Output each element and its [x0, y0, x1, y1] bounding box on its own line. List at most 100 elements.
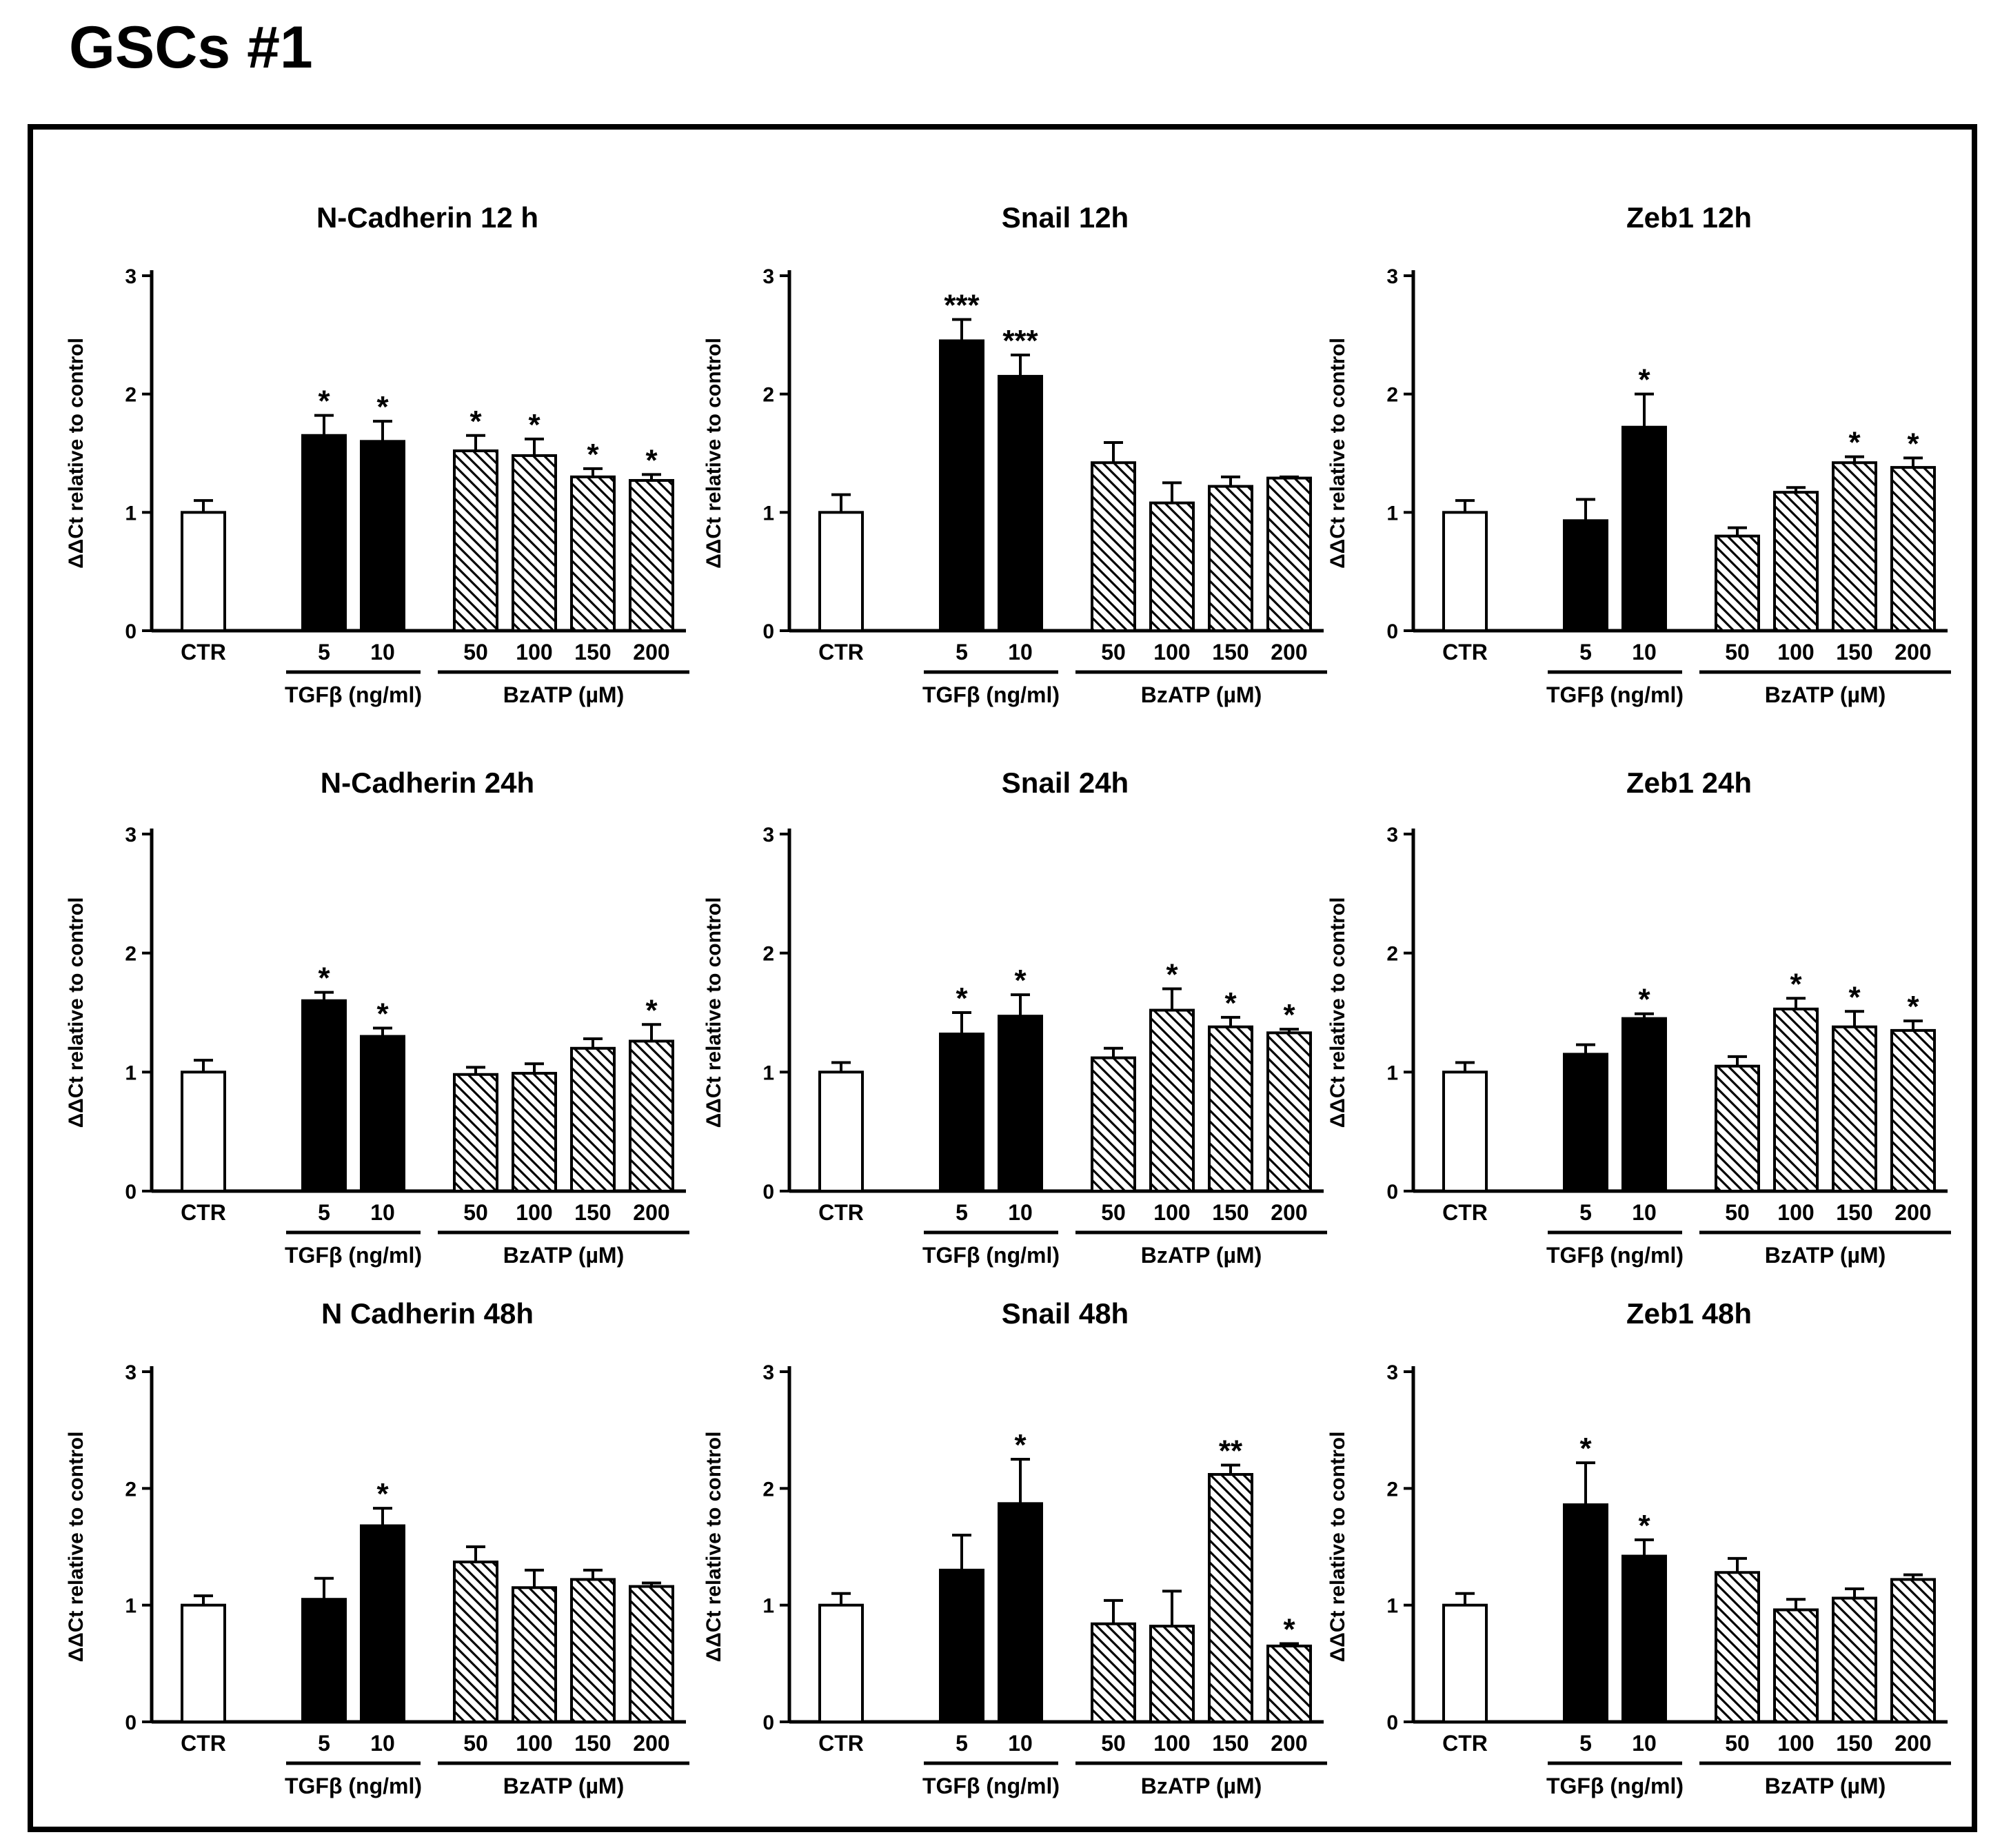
- bar-CTR: [181, 1603, 226, 1724]
- bar-200: [1890, 1028, 1936, 1193]
- x-tick-label: 100: [1777, 640, 1814, 664]
- significance-marker: *: [1014, 1428, 1027, 1462]
- bar-200: [1890, 466, 1936, 632]
- bar-5: [939, 339, 984, 632]
- bar-5: [301, 1598, 347, 1723]
- group-label: BzATP (µM): [1765, 682, 1886, 707]
- significance-marker: *: [1166, 957, 1178, 991]
- y-tick-label: 0: [1386, 1712, 1398, 1734]
- x-tick-label: 150: [1836, 1200, 1872, 1225]
- bar-10: [360, 1035, 405, 1192]
- y-axis-label: ΔΔCt relative to control: [65, 1432, 88, 1663]
- y-axis-label: ΔΔCt relative to control: [703, 338, 725, 569]
- chart-panel-6: Zeb1 24h ΔΔCt relative to control 0 1 2 3 CTR 5…: [1326, 766, 1951, 1268]
- x-tick-label: 200: [633, 1200, 669, 1225]
- bar-CTR: [1442, 1070, 1488, 1193]
- y-tick-label: 2: [762, 384, 774, 407]
- significance-marker: *: [1790, 967, 1802, 1001]
- x-tick-label: CTR: [1442, 640, 1488, 664]
- significance-marker: *: [1907, 990, 1919, 1024]
- bar-50: [1715, 1064, 1760, 1192]
- significance-marker: *: [1283, 1613, 1295, 1647]
- x-tick-label: 200: [633, 640, 669, 664]
- x-tick-label: 50: [1101, 1200, 1126, 1225]
- y-tick-label: 2: [1386, 384, 1398, 407]
- x-tick-label: 5: [1579, 1731, 1592, 1756]
- significance-marker: *: [318, 962, 330, 995]
- significance-marker: *: [1014, 964, 1027, 997]
- y-tick-label: 3: [762, 824, 774, 846]
- y-tick-label: 0: [762, 620, 774, 643]
- bar-5: [301, 999, 347, 1192]
- y-tick-label: 1: [1386, 1595, 1398, 1618]
- x-tick-label: 5: [318, 1731, 330, 1756]
- x-tick-label: 100: [1153, 1200, 1190, 1225]
- chart-title: N-Cadherin 24h: [321, 766, 534, 799]
- bar-10: [998, 374, 1043, 633]
- x-tick-label: 100: [516, 1200, 552, 1225]
- chart-title: N-Cadherin 12 h: [316, 201, 538, 234]
- bar-5: [1563, 519, 1608, 632]
- y-tick-label: 2: [762, 1478, 774, 1501]
- y-tick-label: 1: [125, 502, 137, 525]
- chart-title: Snail 12h: [1002, 201, 1129, 234]
- chart-panel-8: Snail 48h ΔΔCt relative to control 0 1 2 3 CTR…: [703, 1297, 1327, 1798]
- chart-panel-2: Snail 12h ΔΔCt relative to control 0 1 2 3 CTR…: [703, 201, 1327, 707]
- significance-marker: *: [1848, 980, 1861, 1014]
- bar-150: [1208, 485, 1253, 632]
- group-label: BzATP (µM): [503, 682, 624, 707]
- x-tick-label: 10: [370, 640, 395, 664]
- y-tick-label: 1: [125, 1062, 137, 1084]
- chart-panel-7: N Cadherin 48h ΔΔCt relative to control 0 1…: [65, 1297, 689, 1798]
- x-tick-label: 10: [1632, 1731, 1657, 1756]
- bar-100: [1149, 1008, 1195, 1192]
- significance-marker: *: [318, 385, 330, 418]
- x-tick-label: 150: [1836, 640, 1872, 664]
- bar-150: [1208, 1473, 1253, 1724]
- x-tick-label: CTR: [181, 1200, 226, 1225]
- y-tick-label: 1: [125, 1595, 137, 1618]
- bar-150: [570, 475, 616, 632]
- significance-marker: *: [376, 390, 389, 424]
- y-tick-label: 3: [1386, 265, 1398, 288]
- y-axis-label: ΔΔCt relative to control: [703, 897, 725, 1128]
- y-tick-label: 2: [1386, 1478, 1398, 1501]
- group-label: BzATP (µM): [1765, 1774, 1886, 1798]
- significance-marker: *: [376, 1477, 389, 1511]
- y-tick-label: 0: [125, 1181, 137, 1204]
- significance-marker: *: [956, 982, 968, 1015]
- group-label: BzATP (µM): [503, 1243, 624, 1268]
- bar-150: [1208, 1025, 1253, 1192]
- y-tick-label: 2: [125, 1478, 137, 1501]
- x-tick-label: 100: [516, 1731, 552, 1756]
- x-tick-label: 5: [956, 1200, 968, 1225]
- bar-10: [998, 1502, 1043, 1723]
- bar-200: [629, 478, 674, 632]
- bar-5: [1563, 1503, 1608, 1724]
- bar-10: [360, 440, 405, 632]
- x-tick-label: 10: [1008, 1200, 1033, 1225]
- x-tick-label: CTR: [181, 1731, 226, 1756]
- bar-200: [629, 1039, 674, 1192]
- y-tick-label: 2: [1386, 943, 1398, 966]
- x-tick-label: 150: [1212, 1731, 1249, 1756]
- group-label: BzATP (µM): [503, 1774, 624, 1798]
- y-tick-label: 1: [1386, 502, 1398, 525]
- group-label: TGFβ (ng/ml): [1546, 1774, 1684, 1798]
- bar-200: [1266, 1031, 1312, 1193]
- bar-200: [629, 1585, 674, 1723]
- x-tick-label: 10: [1632, 1200, 1657, 1225]
- bar-100: [512, 1072, 557, 1193]
- significance-marker: *: [645, 443, 658, 477]
- group-label: BzATP (µM): [1141, 1774, 1262, 1798]
- x-tick-label: 150: [1212, 640, 1249, 664]
- bar-50: [1091, 461, 1136, 632]
- bar-100: [1773, 1608, 1819, 1723]
- bar-CTR: [181, 1070, 226, 1193]
- y-axis-label: ΔΔCt relative to control: [65, 338, 88, 569]
- significance-marker: *: [1638, 363, 1650, 397]
- x-tick-label: CTR: [1442, 1731, 1488, 1756]
- page-title: GSCs #1: [69, 14, 313, 81]
- x-tick-label: 5: [1579, 1200, 1592, 1225]
- x-tick-label: 10: [1008, 640, 1033, 664]
